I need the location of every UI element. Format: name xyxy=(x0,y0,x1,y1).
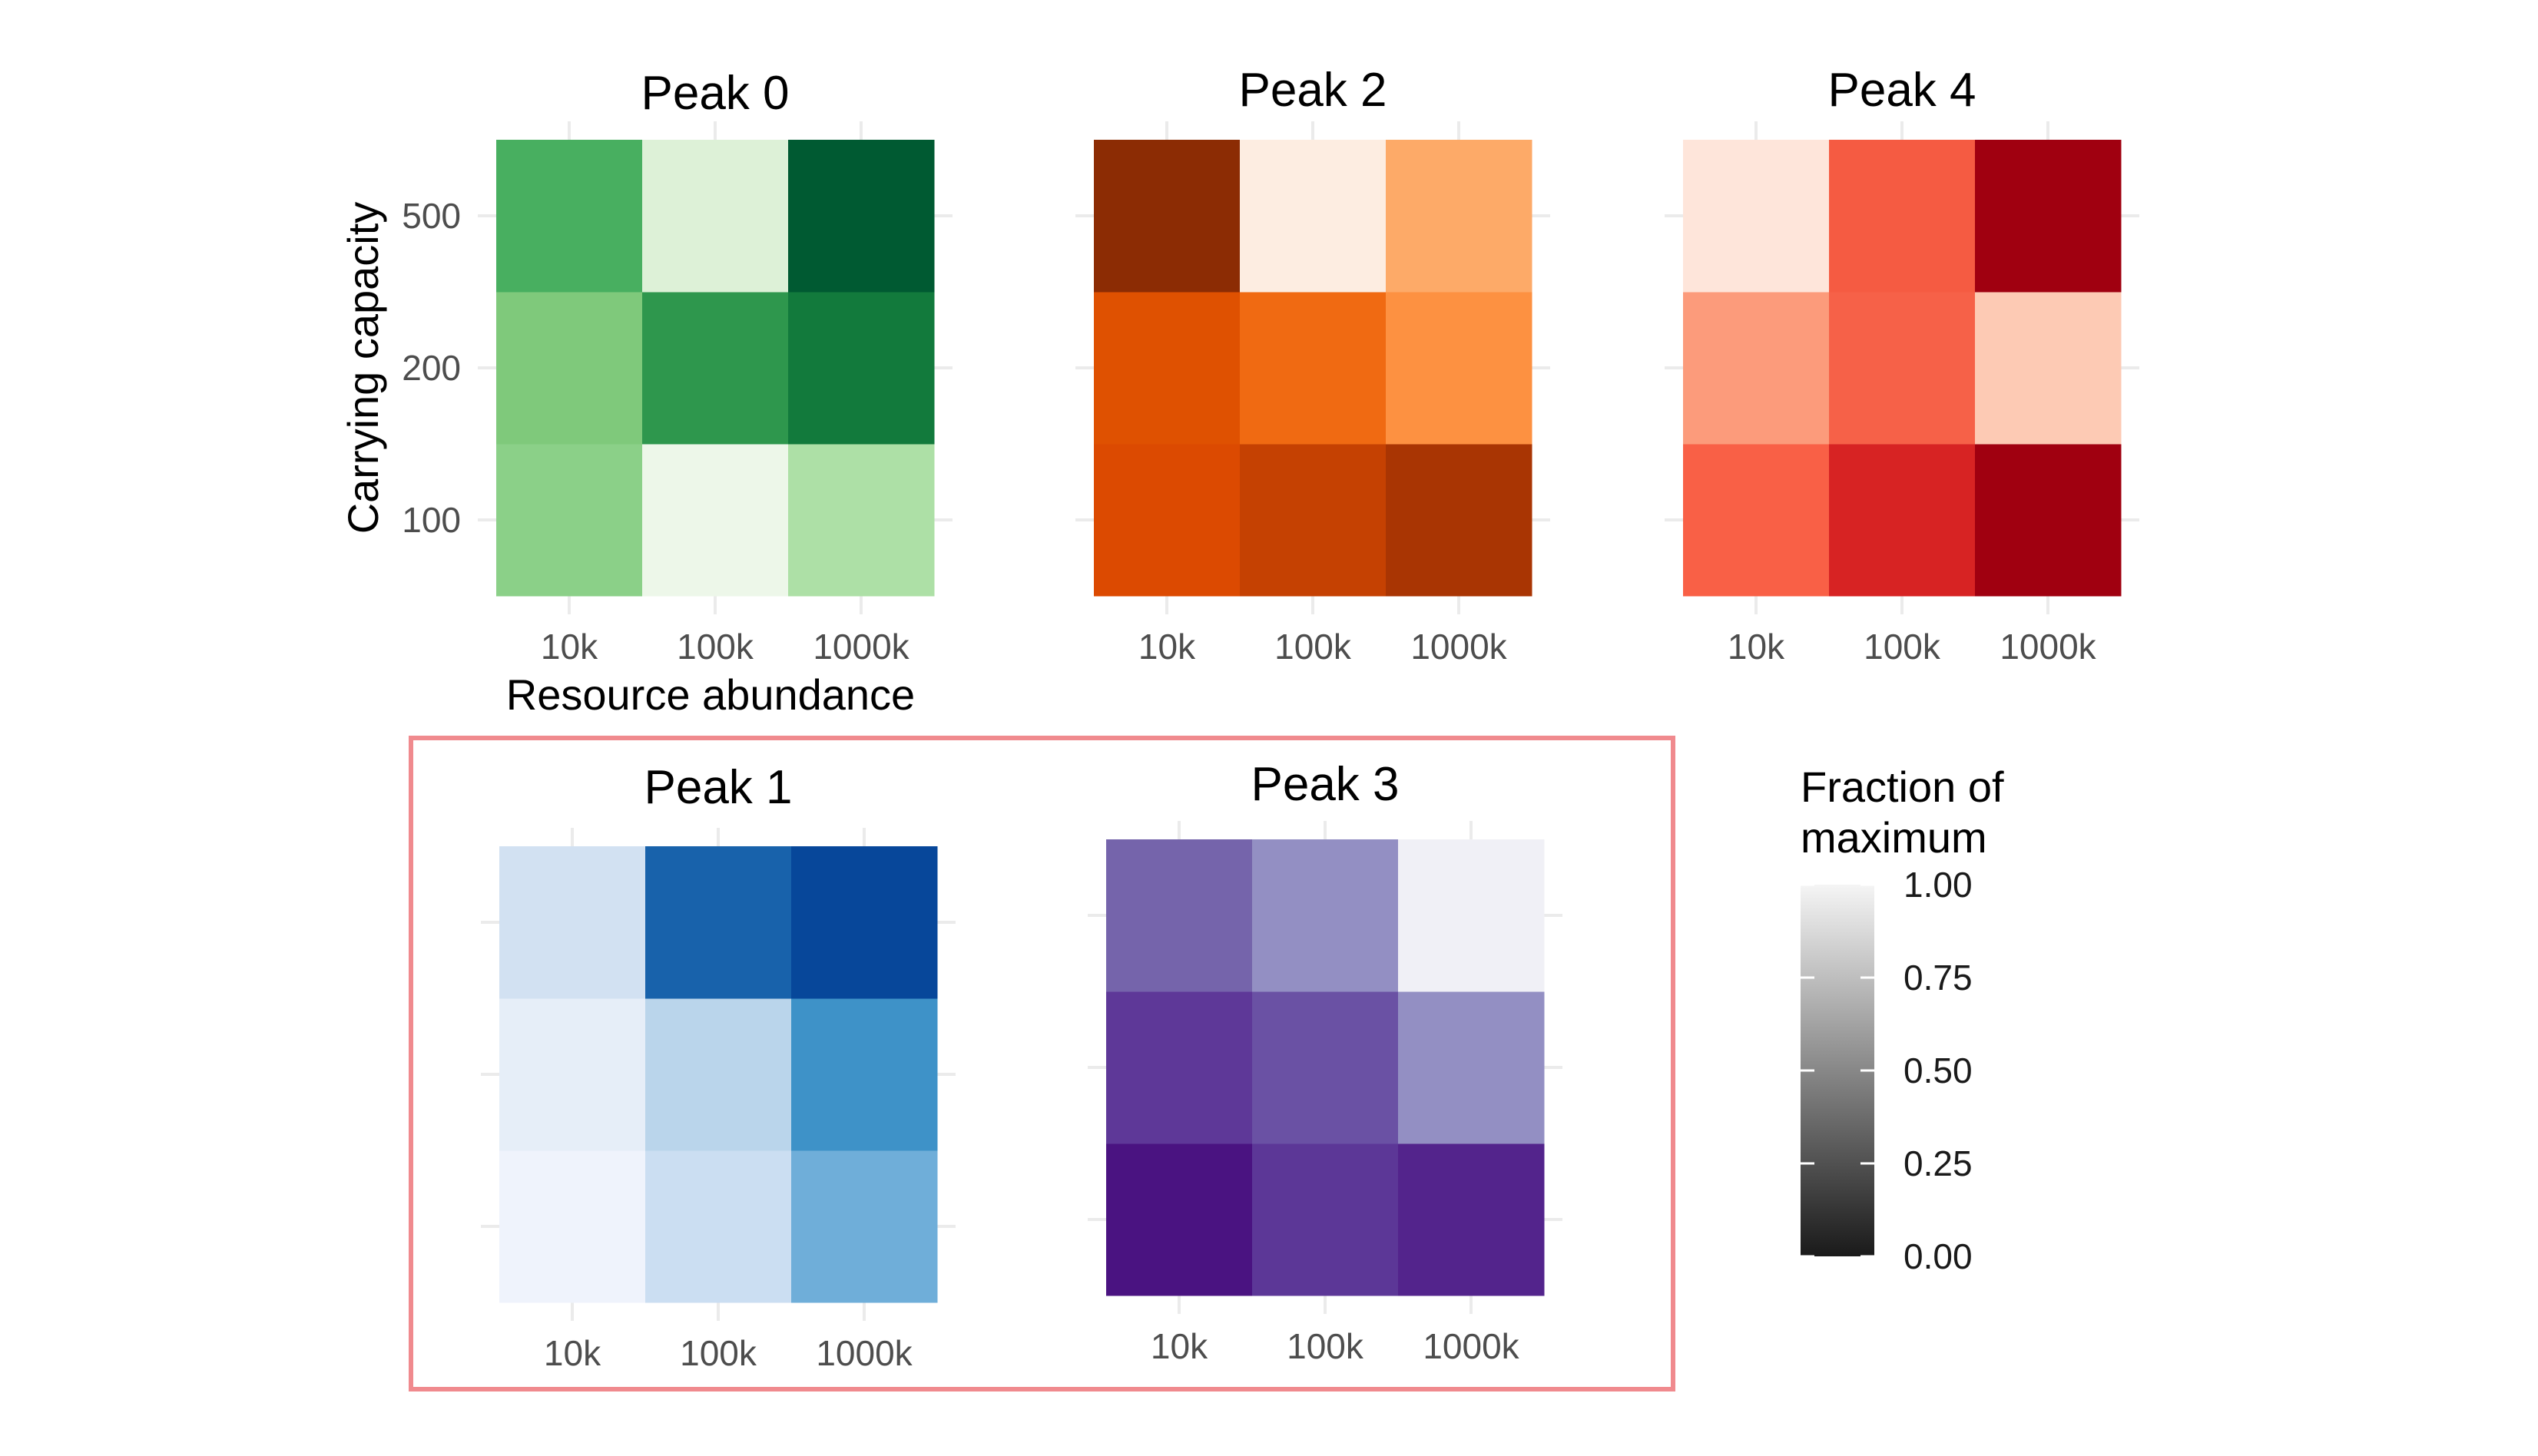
heatmap-cell xyxy=(642,444,789,597)
heatmap-cell xyxy=(788,444,935,597)
heatmap-cell xyxy=(1240,140,1387,293)
heatmap-cell xyxy=(496,444,643,597)
y-tick-label: 500 xyxy=(402,196,461,236)
heatmap-cell xyxy=(499,846,646,999)
heatmap-cell xyxy=(1386,292,1532,445)
heatmap-cell xyxy=(1094,444,1241,597)
x-tick-label: 10k xyxy=(1151,1326,1208,1366)
legend-tick-label: 0.50 xyxy=(1904,1051,1973,1090)
x-tick-label: 100k xyxy=(1287,1326,1364,1366)
legend-title-line-2: maximum xyxy=(1801,813,1987,862)
heatmap-cell xyxy=(496,292,643,445)
y-tick-label: 200 xyxy=(402,348,461,388)
heatmap-cell xyxy=(645,846,792,999)
panel-title: Peak 1 xyxy=(644,761,792,814)
heatmap-cell xyxy=(1106,1143,1253,1296)
heatmap-cell xyxy=(1398,1143,1545,1296)
heatmap-cell xyxy=(1683,292,1830,445)
heatmap-cell xyxy=(1398,991,1545,1144)
x-tick-label: 10k xyxy=(1728,627,1785,667)
heatmap-cell xyxy=(1829,140,1976,293)
heatmap-cell xyxy=(1975,292,2122,445)
heatmap-cell xyxy=(1386,140,1532,293)
heatmap-cell xyxy=(1252,839,1399,992)
panel-title: Peak 2 xyxy=(1238,64,1387,117)
x-tick-label: 10k xyxy=(1138,627,1196,667)
heatmap-panels: Peak 0 10k 100k 1000k 100 200 500 Carrying capa… xyxy=(339,64,2139,1373)
heatmap-cell xyxy=(1683,140,1830,293)
y-axis-title: Carrying capacity xyxy=(339,202,387,534)
heatmap-cell xyxy=(791,846,938,999)
legend-tick-label: 0.75 xyxy=(1904,958,1973,998)
heatmap-cell xyxy=(1975,140,2122,293)
heatmap-cell xyxy=(791,1150,938,1303)
legend: Fraction of maximum 1.00 0.75 0.50 0.25 0.00 xyxy=(1801,763,2004,1276)
heatmap-cell xyxy=(1829,292,1976,445)
heatmap-cell xyxy=(1386,444,1532,597)
x-tick-label: 10k xyxy=(541,627,598,667)
y-tick-label: 100 xyxy=(402,500,461,540)
x-tick-label: 1000k xyxy=(816,1333,913,1373)
legend-tick-label: 0.00 xyxy=(1904,1236,1973,1276)
heatmap-cell xyxy=(1829,444,1976,597)
heatmap-cell xyxy=(1106,839,1253,992)
heatmap-cell xyxy=(788,292,935,445)
x-tick-label: 1000k xyxy=(2000,627,2096,667)
heatmap-cell xyxy=(791,998,938,1151)
legend-tick-label: 1.00 xyxy=(1904,865,1973,905)
x-tick-label: 1000k xyxy=(813,627,910,667)
heatmap-cell xyxy=(499,1150,646,1303)
heatmap-cell xyxy=(642,292,789,445)
heatmap-cell xyxy=(1106,991,1253,1144)
heatmap-cell xyxy=(1094,140,1241,293)
x-tick-label: 10k xyxy=(544,1333,601,1373)
heatmap-cell xyxy=(788,140,935,293)
heatmap-cell xyxy=(1240,444,1387,597)
heatmap-cell xyxy=(645,1150,792,1303)
x-axis-title: Resource abundance xyxy=(506,670,915,719)
heatmap-cell xyxy=(1252,1143,1399,1296)
heatmap-panel-peak-4: Peak 4 10k 100k 1000k xyxy=(1665,64,2139,667)
heatmap-cell xyxy=(1398,839,1545,992)
heatmap-panel-peak-2: Peak 2 10k 100k 1000k xyxy=(1075,64,1550,667)
panel-title: Peak 3 xyxy=(1251,758,1399,811)
heatmap-cell xyxy=(496,140,643,293)
heatmap-cell xyxy=(1252,991,1399,1144)
heatmap-cell xyxy=(1240,292,1387,445)
highlight-box xyxy=(409,736,1675,1391)
heatmap-cell xyxy=(645,998,792,1151)
x-tick-label: 100k xyxy=(677,627,754,667)
heatmap-panel-peak-3: Peak 3 10k 100k 1000k xyxy=(1088,758,1562,1366)
x-tick-label: 1000k xyxy=(1423,1326,1519,1366)
x-tick-label: 100k xyxy=(1864,627,1941,667)
heatmap-cell xyxy=(1683,444,1830,597)
heatmap-cell xyxy=(642,140,789,293)
x-tick-label: 100k xyxy=(1274,627,1352,667)
heatmap-cell xyxy=(1975,444,2122,597)
heatmap-panel-peak-1: Peak 1 10k 100k 1000k xyxy=(481,761,956,1373)
heatmap-cell xyxy=(1094,292,1241,445)
panel-title: Peak 0 xyxy=(641,67,789,120)
legend-title-line-1: Fraction of xyxy=(1801,763,2004,811)
x-tick-label: 100k xyxy=(680,1333,757,1373)
heatmap-panel-peak-0: Peak 0 10k 100k 1000k 100 200 500 Carrying capa… xyxy=(339,67,953,719)
x-tick-label: 1000k xyxy=(1410,627,1507,667)
heatmap-cell xyxy=(499,998,646,1151)
panel-title: Peak 4 xyxy=(1827,64,1976,117)
legend-tick-label: 0.25 xyxy=(1904,1143,1973,1183)
